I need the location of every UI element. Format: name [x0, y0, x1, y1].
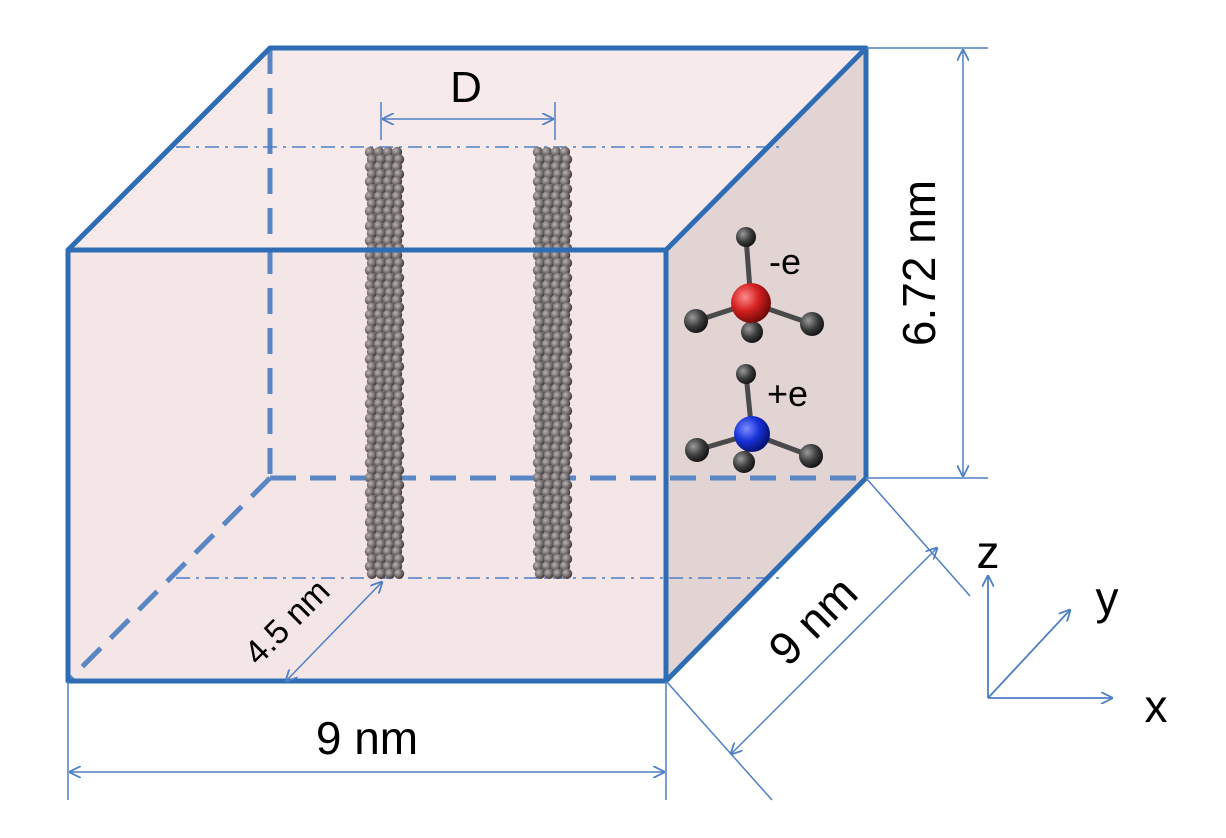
axis-label-x: x	[1145, 680, 1168, 732]
dimension-width	[67, 681, 667, 800]
cation-molecule-icon	[685, 364, 823, 473]
label-spacing-d: D	[450, 63, 482, 112]
nanotube-left	[364, 146, 405, 579]
label-depth: 9 nm	[758, 566, 867, 675]
nanotube-right	[532, 146, 573, 579]
label-anion-charge: -e	[769, 241, 801, 282]
coordinate-axes	[988, 576, 1112, 698]
guide-lines	[176, 146, 780, 579]
label-height: 6.72 nm	[893, 180, 945, 346]
label-cation-charge: +e	[767, 373, 808, 414]
dimension-depth	[665, 477, 971, 801]
label-width: 9 nm	[316, 712, 418, 764]
axis-label-z: z	[977, 526, 1000, 578]
dimension-d	[380, 102, 556, 140]
anion-molecule-icon	[684, 227, 824, 343]
axis-label-y: y	[1096, 572, 1119, 624]
side-face	[666, 48, 866, 681]
dimension-offset	[286, 582, 382, 681]
dimension-height	[866, 47, 988, 479]
